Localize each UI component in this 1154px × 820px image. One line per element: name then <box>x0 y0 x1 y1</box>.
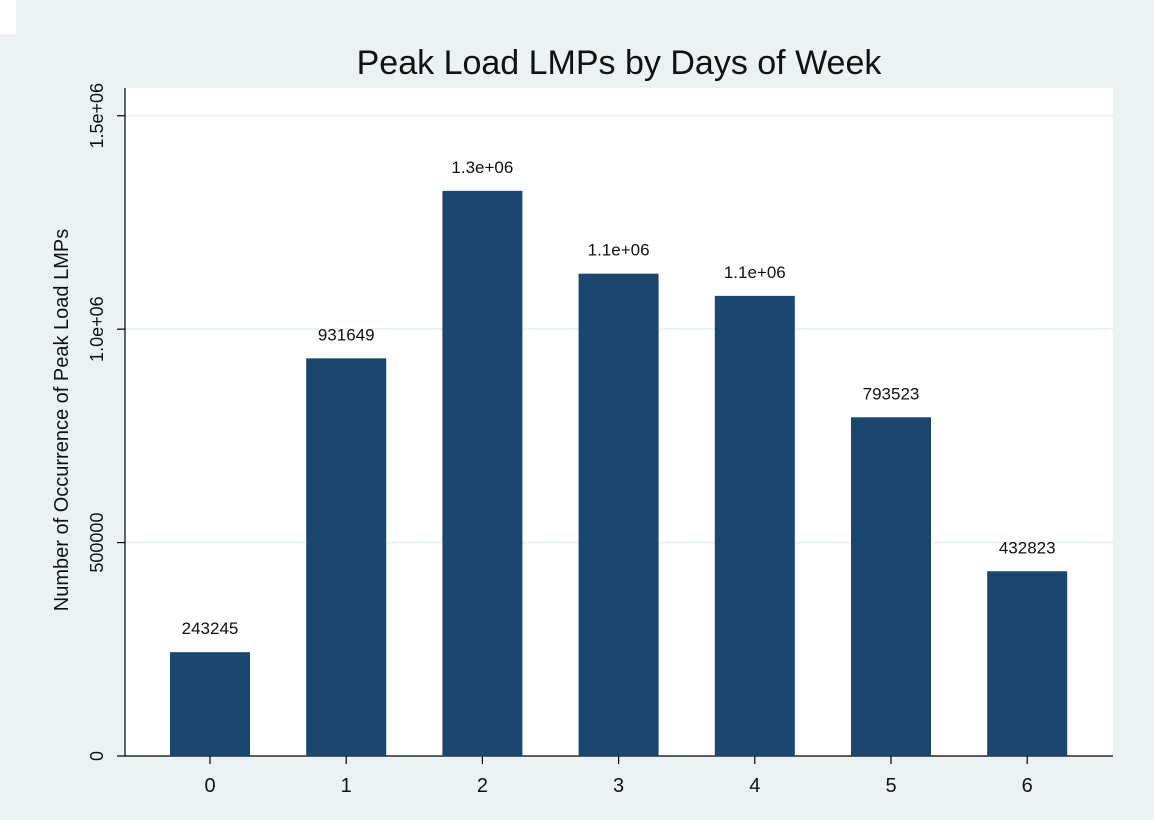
bar <box>714 295 795 756</box>
value-label: 243245 <box>182 619 239 638</box>
x-tick-label: 5 <box>885 775 896 797</box>
bar <box>306 358 387 756</box>
x-tick-label: 1 <box>341 775 352 797</box>
bar <box>442 190 523 756</box>
y-tick-label: 1.5e+06 <box>87 83 107 149</box>
x-tick-label: 0 <box>204 775 215 797</box>
x-tick-label: 6 <box>1022 775 1033 797</box>
bar <box>851 417 931 756</box>
value-label: 1.1e+06 <box>588 241 650 260</box>
value-label: 1.3e+06 <box>451 158 513 177</box>
y-tick-label: 1.0e+06 <box>87 296 107 362</box>
value-label: 432823 <box>999 538 1056 557</box>
y-axis-label: Number of Occurrence of Peak Load LMPs <box>51 229 73 611</box>
value-label: 931649 <box>318 325 375 344</box>
bar <box>170 652 250 756</box>
x-tick-label: 2 <box>477 775 488 797</box>
bar <box>578 273 659 756</box>
value-label: 793523 <box>863 384 920 403</box>
value-label: 1.1e+06 <box>724 263 786 282</box>
corner <box>0 0 16 34</box>
x-tick-label: 3 <box>613 775 624 797</box>
bar <box>987 571 1068 756</box>
y-tick-label: 0 <box>87 751 107 761</box>
x-tick-label: 4 <box>749 775 760 797</box>
y-tick-label: 500000 <box>87 513 107 573</box>
chart-title: Peak Load LMPs by Days of Week <box>357 44 883 82</box>
